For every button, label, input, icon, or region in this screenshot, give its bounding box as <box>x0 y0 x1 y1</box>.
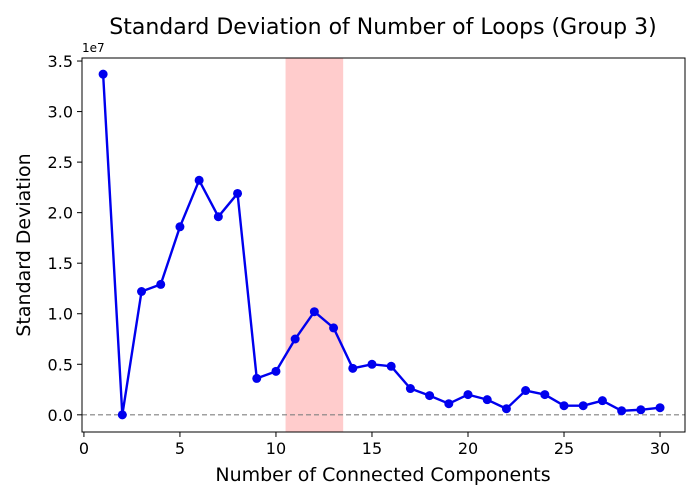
data-point <box>559 401 569 411</box>
data-point <box>444 399 454 409</box>
highlight-band <box>285 58 344 432</box>
y-axis-label: Standard Deviation <box>13 153 35 336</box>
data-point <box>233 188 243 198</box>
data-point <box>655 403 665 413</box>
data-point <box>425 391 435 401</box>
data-point <box>367 359 377 369</box>
data-point <box>405 384 415 394</box>
axes-frame <box>81 57 686 433</box>
x-tick-label: 10 <box>266 439 286 458</box>
data-point <box>156 279 166 289</box>
y-tick-label: 0.0 <box>48 406 73 425</box>
data-point <box>501 404 511 414</box>
x-tick-label: 0 <box>79 439 89 458</box>
data-point <box>309 307 319 317</box>
data-point <box>597 396 607 406</box>
y-axis-ticks: 0.0 0.5 1.0 1.5 2.0 2.5 3.0 3.5 <box>48 52 82 425</box>
y-tick-label: 0.5 <box>48 355 73 374</box>
data-point <box>194 175 204 185</box>
data-point <box>463 390 473 400</box>
x-tick-label: 15 <box>362 439 382 458</box>
data-point <box>521 386 531 396</box>
y-tick-label: 3.5 <box>48 52 73 71</box>
x-axis-label: Number of Connected Components <box>215 464 550 486</box>
data-point <box>271 366 281 376</box>
x-axis-ticks: 0 5 10 15 20 25 30 <box>79 432 670 458</box>
data-point <box>540 390 550 400</box>
highlight-band-layer <box>285 58 344 432</box>
data-point <box>636 405 646 415</box>
data-point <box>578 401 588 411</box>
x-tick-label: 20 <box>458 439 478 458</box>
y-tick-label: 2.5 <box>48 153 73 172</box>
y-tick-label: 1.5 <box>48 254 73 273</box>
data-point <box>617 406 627 416</box>
x-tick-label: 30 <box>650 439 670 458</box>
data-point <box>213 212 223 222</box>
data-point <box>137 286 147 296</box>
series-layer <box>98 69 665 420</box>
data-point <box>348 363 358 373</box>
data-point <box>482 395 492 405</box>
x-tick-label: 25 <box>554 439 574 458</box>
y-tick-label: 2.0 <box>48 204 73 223</box>
y-tick-label: 3.0 <box>48 103 73 122</box>
data-point <box>329 323 339 333</box>
chart-title: Standard Deviation of Number of Loops (G… <box>109 15 656 40</box>
data-point <box>117 410 127 420</box>
data-point <box>290 334 300 344</box>
data-point <box>252 373 262 383</box>
data-point <box>175 222 185 232</box>
x-tick-label: 5 <box>175 439 185 458</box>
plot-area <box>82 58 685 432</box>
data-point <box>98 69 108 79</box>
data-point <box>386 361 396 371</box>
y-tick-label: 1.0 <box>48 305 73 324</box>
y-offset-label: 1e7 <box>82 41 105 55</box>
axes-border <box>81 57 686 433</box>
plot-background <box>82 58 685 432</box>
